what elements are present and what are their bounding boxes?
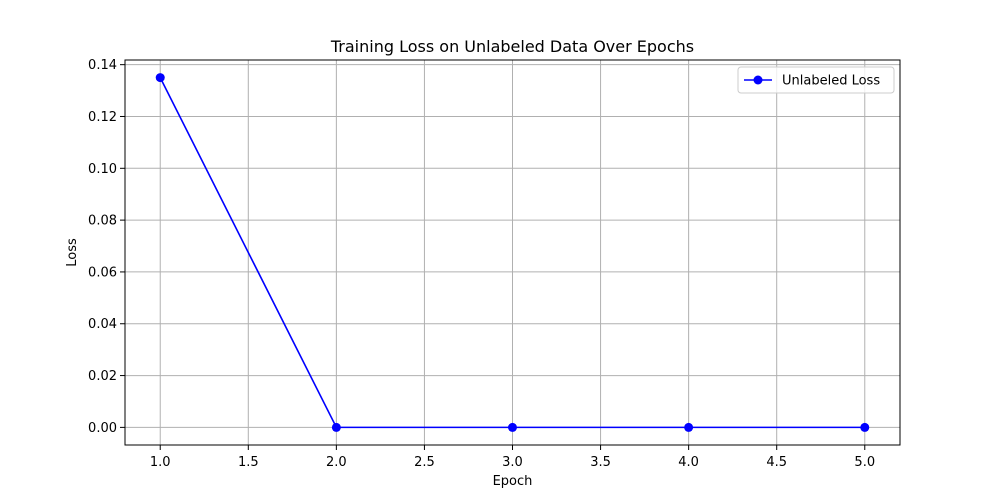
chart-title: Training Loss on Unlabeled Data Over Epo… — [330, 37, 694, 56]
data-point — [508, 422, 517, 432]
y-tick-label: 0.14 — [88, 58, 117, 73]
data-point — [155, 73, 165, 83]
data-point — [860, 422, 870, 432]
x-tick-label: 2.5 — [414, 455, 435, 470]
axis-ticks: 1.0 1.5 2.0 2.5 3.0 3.5 4.0 4.5 5.0 0.00 0.02 0.04 0… — [88, 58, 875, 470]
y-tick-label: 0.08 — [88, 214, 117, 229]
x-tick-label: 2.0 — [326, 455, 347, 470]
y-tick-label: 0.00 — [88, 421, 117, 436]
x-tick-label: 4.0 — [678, 455, 699, 470]
legend: Unlabeled Loss — [737, 66, 895, 94]
legend-box — [737, 66, 895, 94]
x-tick-label: 4.5 — [766, 455, 787, 470]
series-layer — [155, 73, 870, 432]
x-tick-label: 3.0 — [502, 455, 523, 470]
x-tick-label: 5.0 — [854, 455, 875, 470]
data-point — [684, 422, 694, 432]
y-tick-label: 0.02 — [88, 369, 117, 384]
legend-marker-swatch — [753, 75, 763, 85]
y-tick-label: 0.04 — [88, 317, 117, 332]
x-tick-label: 3.5 — [590, 455, 611, 470]
y-tick-label: 0.12 — [88, 110, 117, 125]
legend-label: Unlabeled Loss — [782, 74, 880, 89]
x-tick-label: 1.5 — [238, 455, 259, 470]
y-tick-label: 0.10 — [88, 162, 117, 177]
x-tick-label: 1.0 — [150, 455, 171, 470]
y-tick-label: 0.06 — [88, 265, 117, 280]
y-axis-label: Loss — [65, 238, 80, 267]
data-point — [331, 422, 341, 432]
x-axis-label: Epoch — [493, 474, 533, 489]
